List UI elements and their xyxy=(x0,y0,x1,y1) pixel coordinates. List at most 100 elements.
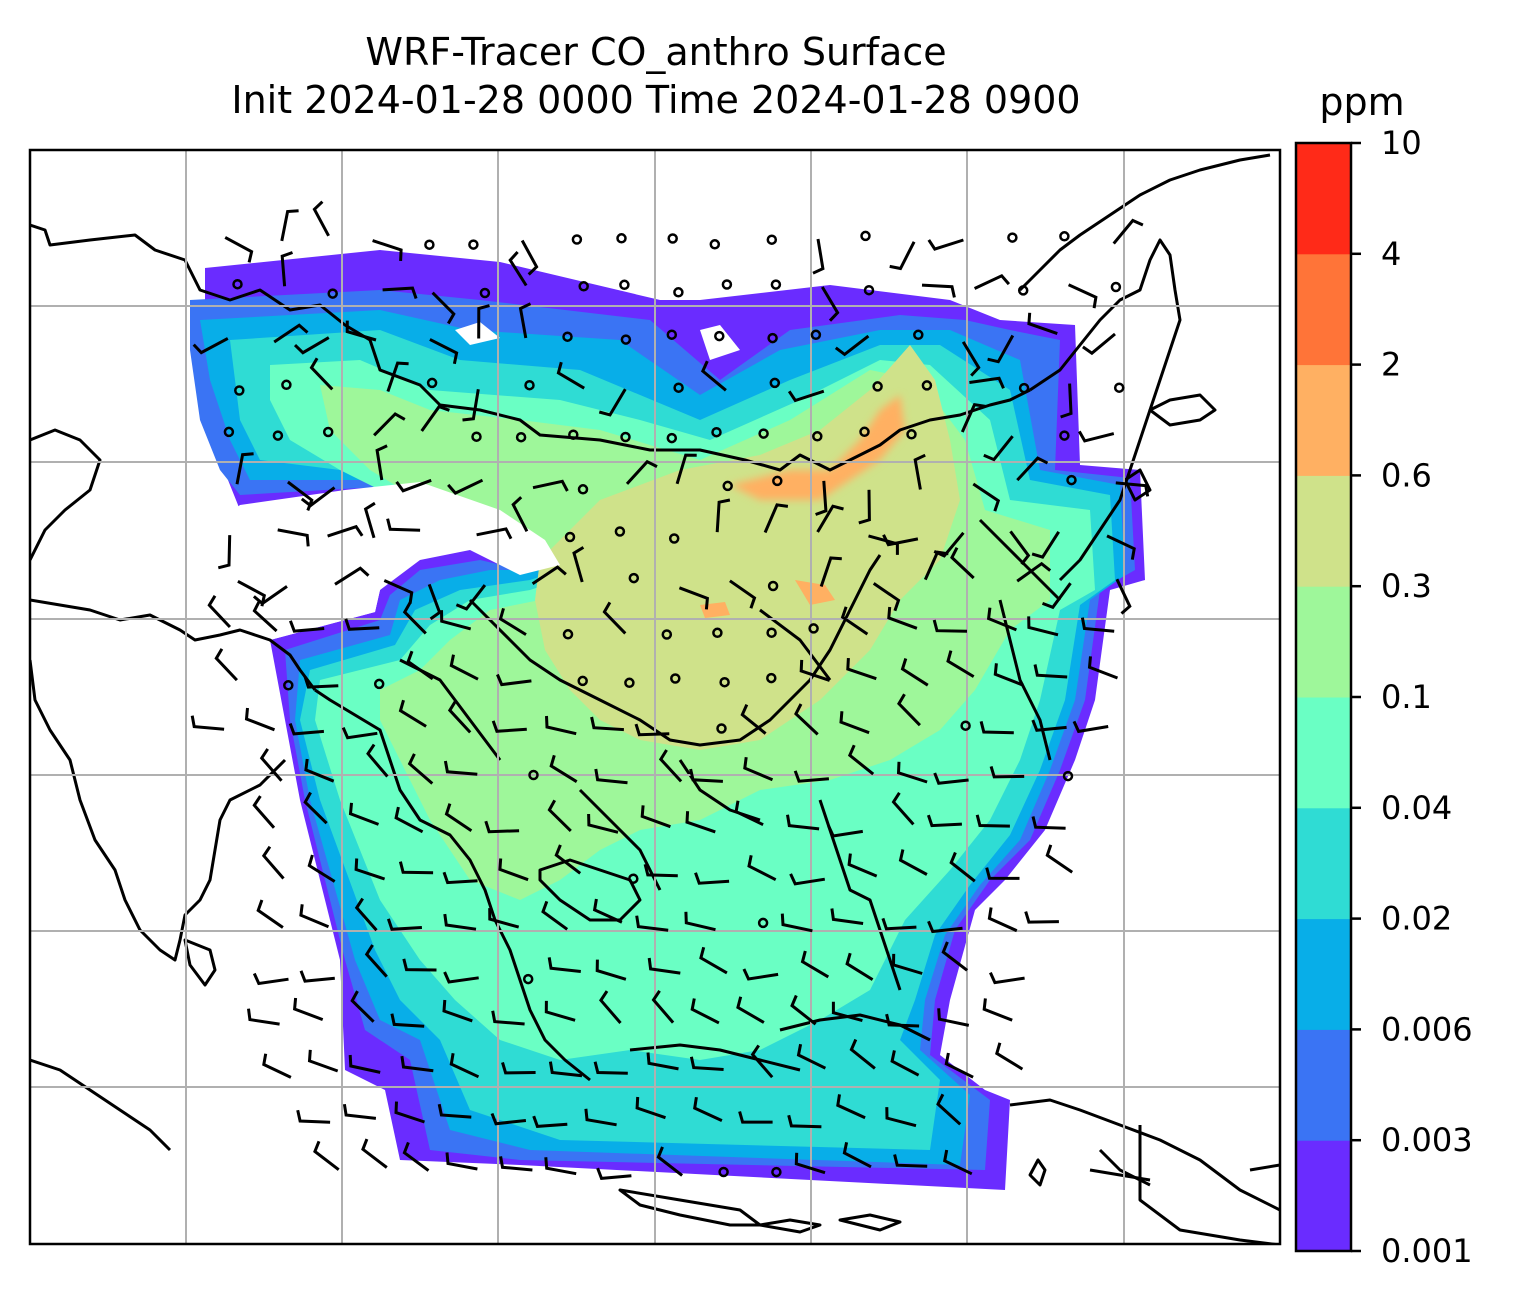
wind-barb xyxy=(786,814,820,831)
wind-barb xyxy=(678,586,709,610)
wind-barb xyxy=(812,238,825,275)
wind-barb xyxy=(834,334,870,357)
wind-barb xyxy=(252,795,276,829)
wind-calm-marker xyxy=(661,629,673,640)
wind-calm-marker xyxy=(620,334,632,345)
wind-barb xyxy=(307,854,336,883)
wind-barb xyxy=(437,1103,472,1119)
wind-barb xyxy=(794,1152,826,1175)
colorbar-tick-label: 0.04 xyxy=(1381,789,1452,827)
wind-calm-marker xyxy=(620,431,631,443)
colorbar-tick-label: 4 xyxy=(1381,235,1401,273)
wind-barb xyxy=(986,607,1017,632)
wind-barb xyxy=(303,791,328,825)
wind-barb xyxy=(407,753,434,785)
wind-barb xyxy=(427,583,442,621)
wind-barb xyxy=(244,707,276,732)
wind-barb xyxy=(847,853,878,878)
wind-calm-marker xyxy=(327,288,338,299)
wind-barb xyxy=(858,489,871,525)
field-gap xyxy=(222,482,560,640)
wind-calm-marker xyxy=(1110,281,1122,293)
wind-barb xyxy=(793,770,830,783)
wind-barbs xyxy=(190,200,1150,1180)
wind-barb xyxy=(821,286,840,322)
wind-barb xyxy=(949,851,976,883)
wind-barb xyxy=(658,749,683,783)
wind-barb xyxy=(386,918,422,931)
colorbar-tick-label: 0.003 xyxy=(1381,1121,1473,1159)
wind-calm-marker xyxy=(906,429,917,440)
wind-barb xyxy=(743,757,774,782)
wind-barb xyxy=(689,768,723,783)
wind-barb xyxy=(983,435,1014,462)
wind-barb xyxy=(348,802,380,826)
wind-barb xyxy=(796,1043,827,1070)
wind-barb xyxy=(656,1146,684,1177)
wind-barb xyxy=(443,971,479,984)
wind-calm-marker xyxy=(667,233,678,244)
wind-calm-marker xyxy=(771,1166,782,1178)
wind-barb xyxy=(1080,617,1115,633)
wind-barb xyxy=(839,711,870,735)
wind-barb xyxy=(584,1108,617,1127)
wind-barb xyxy=(296,1109,331,1124)
wind-barb xyxy=(262,1053,292,1079)
wind-barb xyxy=(946,650,975,678)
wind-calm-marker xyxy=(666,432,678,444)
wind-calm-marker xyxy=(767,580,779,592)
wind-barb xyxy=(790,994,817,1026)
wind-barb xyxy=(602,601,627,635)
wind-barb xyxy=(587,813,619,834)
colorbar-tick-label: 0.6 xyxy=(1381,456,1432,494)
wind-barb xyxy=(431,291,456,325)
wind-barb xyxy=(780,913,813,933)
wind-barb xyxy=(923,550,949,581)
wind-calm-marker xyxy=(767,332,778,344)
wind-barb xyxy=(897,693,921,727)
wind-barb xyxy=(1009,530,1031,566)
wind-barb xyxy=(987,907,1018,933)
wind-barb xyxy=(394,806,424,834)
wind-barb xyxy=(699,946,728,975)
wind-calm-marker xyxy=(1059,430,1070,441)
wind-barb xyxy=(313,1140,340,1171)
wind-barb xyxy=(440,610,472,631)
wind-barb xyxy=(742,968,779,981)
wind-calm-marker xyxy=(770,279,782,290)
wind-barb xyxy=(625,459,658,485)
colorbar-segment xyxy=(1296,586,1351,698)
wind-calm-marker xyxy=(718,1166,729,1178)
wind-barb xyxy=(685,811,716,834)
wind-barb xyxy=(402,1141,430,1172)
wind-barb xyxy=(1077,430,1115,443)
wind-barb xyxy=(845,952,874,981)
wind-calm-marker xyxy=(568,429,579,440)
wind-barb xyxy=(395,478,432,493)
wind-barb xyxy=(445,1152,478,1171)
wind-barb xyxy=(400,1055,434,1073)
wind-barb xyxy=(933,772,969,785)
wind-barb xyxy=(651,989,675,1024)
wind-barb xyxy=(979,721,1014,735)
wind-barb xyxy=(881,917,917,931)
wind-barb xyxy=(364,944,388,978)
wind-barb xyxy=(590,716,624,732)
wind-barb xyxy=(975,814,1010,828)
wind-barb xyxy=(893,1154,928,1168)
wind-calm-marker xyxy=(577,484,589,495)
wind-barb xyxy=(548,1061,583,1078)
wind-barb xyxy=(303,676,339,689)
wind-calm-marker xyxy=(571,234,583,245)
wind-calm-marker xyxy=(714,330,725,342)
wind-barb xyxy=(684,911,716,932)
wind-barb xyxy=(693,1096,723,1122)
wind-barb xyxy=(488,908,520,929)
wind-barb xyxy=(789,873,826,886)
wind-barb xyxy=(334,566,370,586)
wind-barb xyxy=(549,754,578,783)
colorbar-segment xyxy=(1296,253,1351,366)
wind-barb xyxy=(312,200,330,237)
wind-barb xyxy=(373,412,406,437)
